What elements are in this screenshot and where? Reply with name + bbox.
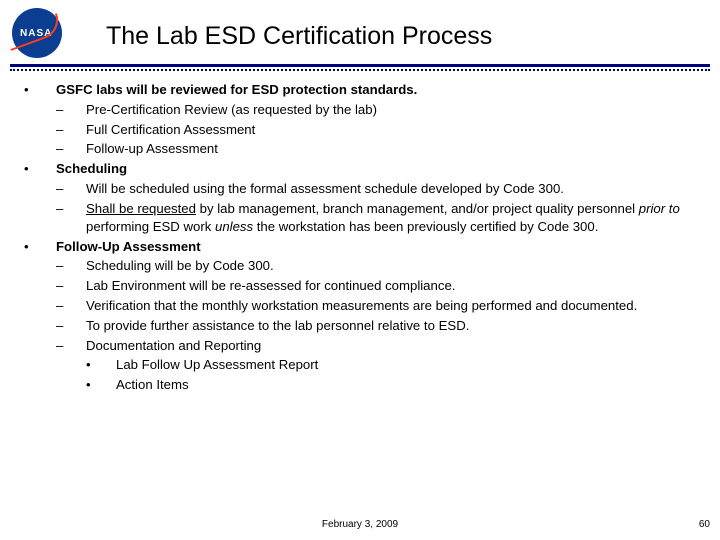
title-rule [10, 64, 710, 71]
dash-mark: – [56, 140, 86, 158]
dash-mark: – [56, 101, 86, 119]
dash-mark: – [56, 180, 86, 198]
bullet-mark: • [86, 376, 116, 394]
bullet-text: Will be scheduled using the formal asses… [86, 180, 700, 198]
dash-mark: – [56, 317, 86, 335]
footer-page-number: 60 [699, 519, 710, 530]
bullet-l2: – Will be scheduled using the formal ass… [56, 180, 700, 198]
bullet-l2: – Pre-Certification Review (as requested… [56, 101, 700, 119]
dash-mark: – [56, 337, 86, 355]
bullet-text: Lab Environment will be re-assessed for … [86, 277, 700, 295]
dash-mark: – [56, 277, 86, 295]
bullet-text: Scheduling [56, 160, 700, 178]
bullet-text: Scheduling will be by Code 300. [86, 257, 700, 275]
slide-title: The Lab ESD Certification Process [106, 22, 492, 51]
bullet-l1: • Follow-Up Assessment [24, 238, 700, 256]
bullet-text: GSFC labs will be reviewed for ESD prote… [56, 81, 700, 99]
bullet-text: Documentation and Reporting [86, 337, 700, 355]
bullet-l2: – Documentation and Reporting [56, 337, 700, 355]
slide-header: NASA The Lab ESD Certification Process [0, 0, 720, 58]
bullet-l2: – Verification that the monthly workstat… [56, 297, 700, 315]
bullet-text: Pre-Certification Review (as requested b… [86, 101, 700, 119]
dash-mark: – [56, 121, 86, 139]
bullet-text: Shall be requested by lab management, br… [86, 200, 700, 236]
bullet-mark: • [24, 160, 56, 178]
bullet-mark: • [86, 356, 116, 374]
bullet-text: Action Items [116, 376, 700, 394]
dash-mark: – [56, 297, 86, 315]
bullet-l2: – Shall be requested by lab management, … [56, 200, 700, 236]
bullet-l2: – To provide further assistance to the l… [56, 317, 700, 335]
dash-mark: – [56, 200, 86, 236]
bullet-mark: • [24, 238, 56, 256]
bullet-l1: • GSFC labs will be reviewed for ESD pro… [24, 81, 700, 99]
bullet-text: Follow-Up Assessment [56, 238, 700, 256]
bullet-l3: • Action Items [86, 376, 700, 394]
bullet-text: To provide further assistance to the lab… [86, 317, 700, 335]
bullet-text: Verification that the monthly workstatio… [86, 297, 700, 315]
footer-date: February 3, 2009 [322, 519, 398, 530]
slide-body: • GSFC labs will be reviewed for ESD pro… [0, 71, 720, 394]
bullet-text: Follow-up Assessment [86, 140, 700, 158]
bullet-l3: • Lab Follow Up Assessment Report [86, 356, 700, 374]
rule-thick [10, 64, 710, 67]
bullet-mark: • [24, 81, 56, 99]
bullet-l2: – Follow-up Assessment [56, 140, 700, 158]
dash-mark: – [56, 257, 86, 275]
bullet-text: Lab Follow Up Assessment Report [116, 356, 700, 374]
bullet-text: Full Certification Assessment [86, 121, 700, 139]
bullet-l2: – Lab Environment will be re-assessed fo… [56, 277, 700, 295]
bullet-l2: – Scheduling will be by Code 300. [56, 257, 700, 275]
nasa-logo: NASA [8, 8, 66, 58]
bullet-l1: • Scheduling [24, 160, 700, 178]
bullet-l2: – Full Certification Assessment [56, 121, 700, 139]
